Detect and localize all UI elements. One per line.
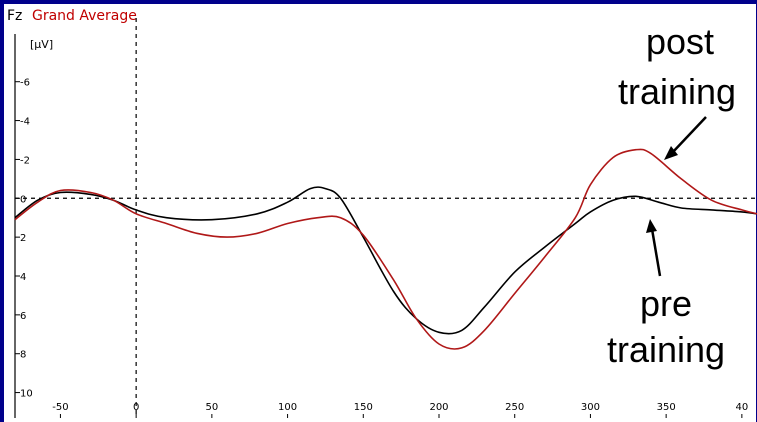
y-tick-label: -6 (20, 78, 30, 89)
axes-layer: -6 -4 -2 0 2 4 6 8 10 -50 0 50 100 150 200 250 300 350 40 (14, 18, 757, 418)
series-layer (14, 148, 757, 350)
channel-label: Fz (7, 8, 22, 24)
post-annotation-line1: post (646, 21, 714, 62)
y-tick-label: -4 (20, 117, 30, 128)
plot-panel (4, 4, 756, 422)
y-tick-label: 4 (20, 272, 26, 283)
pre-training-line (14, 186, 757, 335)
x-tick-label: 150 (354, 402, 373, 413)
post-arrowhead (664, 146, 678, 160)
pre-annotation-arrow (650, 228, 662, 277)
x-tick-label: 100 (278, 402, 297, 413)
y-tick-label: 2 (20, 233, 26, 244)
post-annotation-arrow (671, 116, 707, 154)
pre-annotation-line2: training (607, 329, 725, 370)
y-tick-label: 0 (20, 194, 26, 205)
pre-arrowhead (646, 219, 657, 233)
x-tick-label: 40 (735, 402, 748, 413)
x-tick-label: 250 (505, 402, 524, 413)
x-tick-label: 0 (133, 402, 139, 413)
y-axis-unit-label: [µV] (30, 38, 53, 51)
x-tick-label: 350 (657, 402, 676, 413)
y-tick-label: 8 (20, 350, 26, 361)
y-tick-label: 10 (20, 389, 33, 400)
pre-annotation-line1: pre (640, 283, 692, 324)
x-tick-label: 300 (581, 402, 600, 413)
x-tick-label: 50 (205, 402, 218, 413)
post-training-line (14, 148, 757, 350)
y-tick-label: 6 (20, 311, 26, 322)
post-annotation-line2: training (618, 71, 736, 112)
x-tick-label: 200 (429, 402, 448, 413)
annotation-layer: post training pre training (607, 21, 736, 370)
y-tick-label: -2 (20, 155, 30, 166)
chart-title: Grand Average (32, 8, 137, 24)
x-tick-label: -50 (52, 402, 68, 413)
